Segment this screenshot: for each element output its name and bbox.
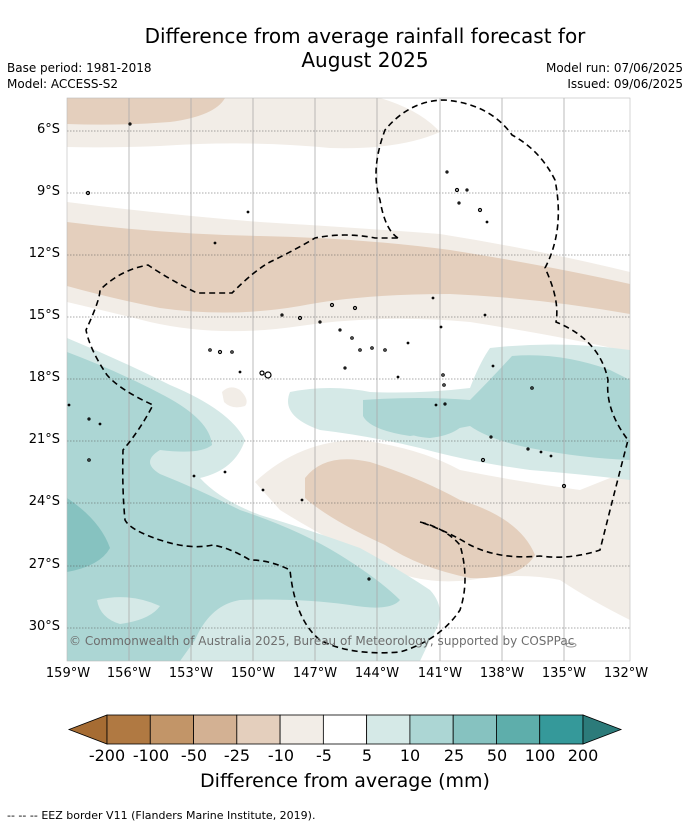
title-line-2: August 2025: [301, 48, 429, 72]
colorbar-tick-label: -25: [223, 746, 251, 765]
colorbar-tick-label: -5: [316, 746, 332, 765]
colorbar-tick-label: 50: [486, 746, 508, 765]
lat-label: 18°S: [28, 370, 60, 385]
map-title: Difference from average rainfall forecas…: [120, 24, 610, 72]
colorbar: [67, 714, 623, 745]
meta-right: Model run: 07/06/2025 Issued: 09/06/2025: [546, 60, 683, 92]
colorbar-tick-label: 25: [443, 746, 465, 765]
lat-label: 24°S: [28, 494, 60, 509]
wet-region-west-core: [67, 352, 400, 661]
lat-label: 15°S: [28, 308, 60, 323]
colorbar-tick-label: -10: [267, 746, 295, 765]
island-outline: [565, 642, 577, 648]
colorbar-extend-high: [582, 714, 623, 745]
lat-label: 12°S: [28, 246, 60, 261]
meta-left: Base period: 1981-2018 Model: ACCESS-S2: [7, 60, 152, 92]
colorbar-tick-label: -50: [180, 746, 208, 765]
lon-label: 132°W: [603, 666, 649, 681]
dry-region-north-core: [67, 98, 225, 125]
colorbar-extend-low: [67, 714, 108, 745]
colorbar-tick-label: -200: [88, 746, 126, 765]
eez-legend-text: EEZ border V11 (Flanders Marine Institut…: [41, 809, 316, 822]
rainfall-contours: [67, 98, 630, 661]
copyright-notice: © Commonwealth of Australia 2025, Bureau…: [69, 634, 575, 648]
dry-region-main-core: [67, 222, 630, 314]
colorbar-segment: [236, 714, 281, 745]
lon-label: 138°W: [479, 666, 525, 681]
map-frame: [66, 97, 631, 662]
lat-label: 9°S: [36, 184, 60, 199]
colorbar-segment: [409, 714, 454, 745]
colorbar-title: Difference from average (mm): [200, 770, 490, 792]
lon-label: 156°W: [106, 666, 152, 681]
issued-date: Issued: 09/06/2025: [567, 77, 683, 91]
model-name: Model: ACCESS-S2: [7, 77, 119, 91]
colorbar-segment: [496, 714, 541, 745]
wet-region-east-core: [363, 355, 630, 460]
colorbar-tick-label: -100: [132, 746, 170, 765]
lon-label: 141°W: [417, 666, 463, 681]
lat-label: 27°S: [28, 557, 60, 572]
lon-label: 159°W: [45, 666, 91, 681]
lon-label: 135°W: [541, 666, 587, 681]
lat-label: 30°S: [28, 619, 60, 634]
colorbar-segment: [149, 714, 194, 745]
eez-legend-symbol: -- -- --: [7, 809, 38, 822]
lon-label: 147°W: [292, 666, 338, 681]
colorbar-segment: [106, 714, 151, 745]
wet-region-west-inner: [67, 498, 110, 572]
dry-spot: [222, 387, 247, 408]
lat-label: 21°S: [28, 432, 60, 447]
lon-label: 144°W: [354, 666, 400, 681]
eez-border-french-polynesia-south: [85, 234, 466, 654]
lat-label: 6°S: [36, 122, 60, 137]
wet-region-sw-patch: [97, 597, 160, 624]
colorbar-segment: [366, 714, 411, 745]
colorbar-segment: [452, 714, 497, 745]
colorbar-tick-label: 200: [567, 746, 599, 765]
colorbar-tick-label: 5: [361, 746, 373, 765]
colorbar-segment: [193, 714, 238, 745]
model-run: Model run: 07/06/2025: [545, 61, 683, 75]
colorbar-segment: [322, 714, 368, 745]
wet-region-east-inner: [390, 408, 470, 438]
islands: [67, 122, 567, 581]
lon-label: 150°W: [230, 666, 276, 681]
title-line-1: Difference from average rainfall forecas…: [144, 24, 586, 48]
lon-label: 153°W: [168, 666, 214, 681]
colorbar-tick-label: 10: [399, 746, 421, 765]
colorbar-tick-label: 100: [524, 746, 556, 765]
colorbar-segment: [279, 714, 324, 745]
eez-legend: -- -- -- EEZ border V11 (Flanders Marine…: [7, 809, 315, 822]
colorbar-segment: [539, 714, 584, 745]
latitude-gridlines: [67, 130, 630, 629]
colorbar-labels: -200 -100 -50 -25 -10 -5 5 10 25 50 100 …: [0, 746, 690, 766]
base-period: Base period: 1981-2018: [7, 61, 152, 75]
